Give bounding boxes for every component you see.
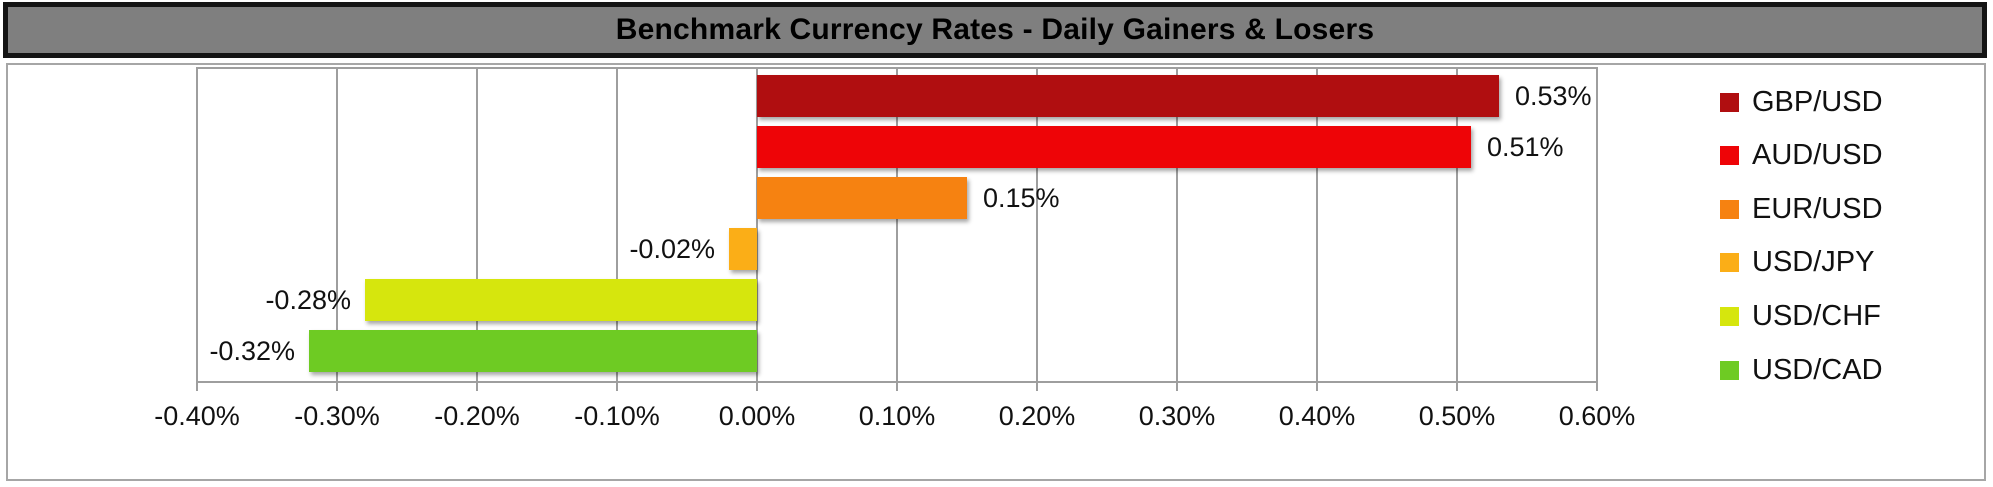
legend-swatch-icon <box>1720 92 1739 112</box>
gridline <box>1176 67 1178 381</box>
legend-label: USD/CAD <box>1752 353 1883 386</box>
gridline <box>896 67 898 381</box>
axis-tick <box>476 381 478 391</box>
axis-tick <box>1316 381 1318 391</box>
gridline <box>1036 67 1038 381</box>
x-tick-label: 0.20% <box>998 401 1076 431</box>
gridline <box>1596 67 1598 381</box>
x-tick-label: 0.40% <box>1278 401 1356 431</box>
bar-value-label: -0.02% <box>629 234 715 264</box>
gridline <box>476 67 478 381</box>
x-tick-label: 0.00% <box>718 401 796 431</box>
gridline <box>1316 67 1318 381</box>
legend-item-usd-jpy: USD/JPY <box>1720 246 1874 280</box>
bar-usd-cad <box>309 330 757 372</box>
legend-swatch-icon <box>1720 146 1739 166</box>
legend-item-usd-chf: USD/CHF <box>1720 299 1881 333</box>
axis-tick <box>336 381 338 391</box>
legend-label: USD/CHF <box>1752 299 1881 332</box>
legend-item-gbp-usd: GBP/USD <box>1720 85 1883 119</box>
bar-value-label: -0.28% <box>265 285 351 315</box>
gridline <box>336 67 338 381</box>
chart-title-bar: Benchmark Currency Rates - Daily Gainers… <box>3 2 1987 58</box>
gridline <box>1456 67 1458 381</box>
gridline <box>756 67 758 381</box>
axis-tick <box>616 381 618 391</box>
axis-tick <box>896 381 898 391</box>
legend-swatch-icon <box>1720 199 1739 219</box>
x-tick-label: 0.10% <box>858 401 936 431</box>
x-tick-label: -0.40% <box>154 401 240 431</box>
axis-tick <box>1036 381 1038 391</box>
legend-label: AUD/USD <box>1752 139 1883 172</box>
legend-item-usd-cad: USD/CAD <box>1720 353 1883 387</box>
legend-label: USD/JPY <box>1752 246 1875 279</box>
legend-item-aud-usd: AUD/USD <box>1720 139 1883 173</box>
bar-gbp-usd <box>757 75 1499 117</box>
chart-title: Benchmark Currency Rates - Daily Gainers… <box>615 13 1375 46</box>
x-tick-label: 0.50% <box>1418 401 1496 431</box>
legend-label: EUR/USD <box>1752 192 1883 225</box>
x-tick-label: -0.30% <box>294 401 380 431</box>
bar-eur-usd <box>757 177 967 219</box>
axis-tick <box>196 381 198 391</box>
x-tick-label: -0.20% <box>434 401 520 431</box>
legend-item-eur-usd: EUR/USD <box>1720 192 1883 226</box>
legend-swatch-icon <box>1720 306 1739 326</box>
axis-tick <box>756 381 758 391</box>
legend-swatch-icon <box>1720 360 1739 380</box>
axis-tick <box>1456 381 1458 391</box>
bar-usd-chf <box>365 279 757 321</box>
legend-label: GBP/USD <box>1752 85 1883 118</box>
gridline <box>616 67 618 381</box>
gridline <box>196 67 198 381</box>
bar-value-label: 0.53% <box>1515 81 1592 111</box>
bar-value-label: -0.32% <box>209 336 295 366</box>
x-tick-label: -0.10% <box>574 401 660 431</box>
bar-value-label: 0.51% <box>1487 132 1564 162</box>
axis-tick <box>1596 381 1598 391</box>
legend-swatch-icon <box>1720 253 1739 273</box>
x-tick-label: 0.60% <box>1558 401 1636 431</box>
bar-value-label: 0.15% <box>983 183 1060 213</box>
plot-area: -0.40% -0.30% -0.20% -0.10% 0.00% 0.10% 0.20% 0… <box>6 63 1986 481</box>
bar-aud-usd <box>757 126 1471 168</box>
x-tick-label: 0.30% <box>1138 401 1216 431</box>
axis-tick <box>1176 381 1178 391</box>
bar-usd-jpy <box>729 228 757 270</box>
